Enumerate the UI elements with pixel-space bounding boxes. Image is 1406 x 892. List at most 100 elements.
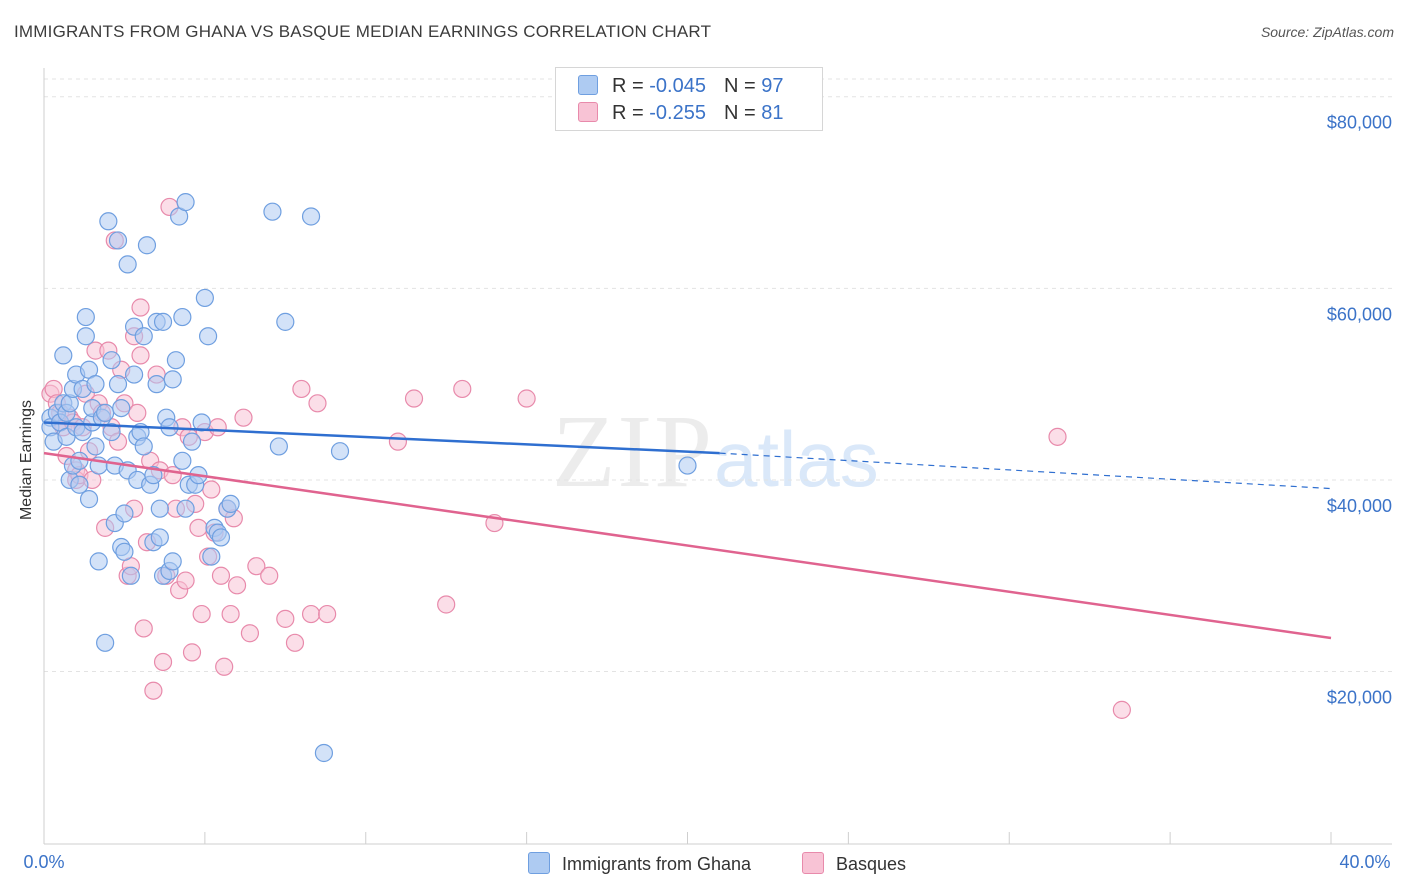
- ghana-point: [147, 375, 166, 394]
- ghana-point: [102, 351, 121, 370]
- ghana-point: [195, 288, 214, 308]
- basques-point: [404, 389, 424, 408]
- x-tick-label-min: 0.0%: [23, 852, 64, 872]
- ghana-point: [198, 327, 218, 346]
- ghana-points: [41, 193, 697, 763]
- ghana-point: [121, 566, 140, 585]
- chart-title: IMMIGRANTS FROM GHANA VS BASQUE MEDIAN E…: [14, 22, 712, 41]
- legend-n-value-2: 81: [761, 102, 784, 124]
- basques-point: [301, 604, 321, 624]
- basques-point: [131, 298, 150, 317]
- y-tick-label: $40,000: [1327, 496, 1392, 516]
- legend-n-value-1: 97: [761, 75, 784, 97]
- basques-point: [276, 609, 295, 628]
- ghana-point: [166, 351, 186, 370]
- basques-point: [211, 566, 231, 585]
- basques-point: [1112, 700, 1131, 719]
- trend-lines: [43, 421, 1332, 640]
- legend-r-label-1: R =: [612, 75, 650, 97]
- basques-point: [234, 408, 253, 427]
- basques-point: [292, 379, 311, 399]
- basques-point: [134, 619, 153, 638]
- ghana-point: [86, 437, 105, 456]
- ghana-point: [54, 346, 73, 365]
- basques-point: [308, 394, 327, 413]
- basques-point: [453, 379, 472, 399]
- ghana-point: [163, 370, 182, 389]
- basques-trend-line: [43, 451, 1332, 640]
- basques-point: [153, 652, 173, 672]
- ghana-point: [79, 490, 99, 509]
- ghana-trend-line: [43, 421, 720, 455]
- basques-point: [128, 403, 147, 422]
- basques-point: [131, 346, 150, 365]
- ghana-point: [115, 504, 134, 523]
- basques-point: [182, 643, 202, 662]
- basques-point: [437, 595, 456, 614]
- x-tick-label-max: 40.0%: [1339, 852, 1390, 872]
- legend-r-value-2: -0.255: [649, 102, 706, 124]
- legend-row-basques: R = -0.255 N = 81: [578, 102, 783, 126]
- legend-r-label-2: R =: [612, 102, 650, 124]
- ghana-point: [134, 437, 153, 456]
- basques-point: [388, 432, 408, 451]
- ghana-point: [314, 743, 334, 763]
- y-axis-title: Median Earnings: [18, 400, 35, 520]
- ghana-point: [144, 466, 163, 485]
- ghana-point: [96, 403, 115, 422]
- basques-point: [318, 604, 337, 624]
- ghana-point: [134, 327, 153, 346]
- basques-point: [240, 624, 260, 643]
- ghana-point: [108, 375, 128, 394]
- basques-point: [189, 518, 208, 537]
- ghana-point: [173, 451, 192, 470]
- ghana-point: [163, 552, 182, 571]
- ghana-point: [269, 437, 288, 456]
- ghana-point: [137, 236, 157, 255]
- bottom-legend-swatch-pink: [802, 852, 824, 874]
- ghana-point: [86, 375, 105, 394]
- ghana-point: [70, 475, 89, 494]
- ghana-point: [102, 422, 121, 442]
- bottom-legend-swatch-blue: [528, 852, 550, 874]
- ghana-point: [276, 312, 295, 331]
- ghana-point: [221, 494, 240, 514]
- ghana-point: [330, 442, 350, 461]
- ghana-point: [301, 207, 321, 226]
- ghana-point: [115, 542, 134, 561]
- basques-point: [247, 557, 266, 576]
- ghana-point: [70, 451, 89, 470]
- legend-swatch-blue: [578, 75, 598, 95]
- y-tick-label: $80,000: [1327, 113, 1392, 133]
- basques-point: [215, 657, 234, 676]
- basques-point: [227, 576, 247, 595]
- ghana-point: [99, 212, 118, 231]
- ghana-point: [96, 633, 115, 652]
- watermark-atlas: atlas: [714, 415, 879, 503]
- bottom-legend-label-ghana: Immigrants from Ghana: [562, 854, 752, 874]
- x-ticks: [43, 832, 1332, 844]
- ghana-point: [76, 327, 95, 346]
- basques-point: [202, 480, 221, 499]
- basques-point: [221, 604, 240, 624]
- basques-point: [1048, 427, 1067, 446]
- ghana-point: [182, 432, 202, 451]
- grid-layer: [44, 78, 1392, 673]
- y-tick-label: $20,000: [1327, 688, 1392, 708]
- basques-point: [517, 389, 536, 408]
- legend-row-ghana: R = -0.045 N = 97: [578, 75, 783, 99]
- basques-point: [176, 571, 195, 590]
- y-tick-labels: $20,000 $40,000 $60,000 $80,000: [1327, 113, 1392, 708]
- basques-point: [260, 566, 279, 585]
- bottom-legend-ghana: Immigrants from Ghana: [528, 852, 751, 875]
- legend-n-label-1: N =: [723, 75, 762, 97]
- bottom-legend-label-basques: Basques: [836, 854, 907, 874]
- ghana-point: [150, 528, 169, 547]
- ghana-point: [192, 413, 211, 432]
- legend-n-label-2: N =: [723, 102, 762, 124]
- ghana-point: [176, 499, 195, 518]
- ghana-point: [211, 528, 231, 547]
- legend-r-value-1: -0.045: [649, 75, 706, 97]
- basques-points: [41, 197, 1131, 719]
- ghana-point: [89, 552, 108, 571]
